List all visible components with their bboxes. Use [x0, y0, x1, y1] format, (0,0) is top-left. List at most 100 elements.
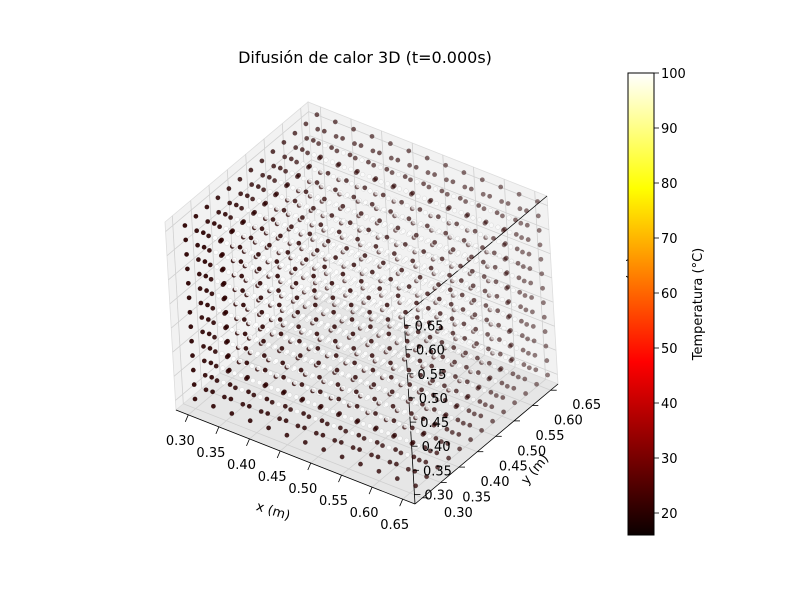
scatter-point	[189, 353, 195, 359]
scatter-point	[450, 330, 456, 336]
scatter-point	[359, 392, 365, 398]
scatter-point	[337, 327, 343, 333]
scatter-point	[296, 324, 302, 330]
scatter-point	[252, 224, 258, 230]
colorbar-tick-label: 70	[661, 232, 678, 247]
scatter-point	[520, 249, 526, 255]
scatter-point	[473, 326, 479, 332]
scatter-point	[465, 310, 471, 316]
scatter-point	[428, 197, 434, 203]
scatter-point	[302, 425, 308, 431]
scatter-point	[392, 349, 398, 355]
scatter-point	[509, 258, 515, 264]
scatter-point	[498, 268, 504, 274]
scatter-point	[465, 295, 471, 301]
scatter-point	[201, 358, 207, 364]
scatter-point	[356, 349, 362, 355]
scatter-point	[333, 133, 339, 139]
scatter-point	[371, 382, 377, 388]
scatter-point	[319, 334, 325, 340]
scatter-point	[307, 163, 313, 169]
scatter-point	[322, 378, 328, 384]
scatter-point	[188, 324, 194, 330]
scatter-point	[240, 302, 246, 308]
scatter-point	[349, 430, 355, 436]
colorbar-tick-label: 80	[661, 177, 678, 192]
scatter-point	[282, 154, 288, 160]
x-axis-line	[175, 409, 416, 505]
scatter-point	[365, 394, 371, 400]
scatter-point	[322, 278, 328, 284]
scatter-point	[464, 379, 470, 385]
scatter-point	[425, 291, 431, 297]
scatter-point	[371, 230, 377, 236]
scatter-point	[348, 234, 354, 240]
scatter-point	[341, 286, 347, 292]
scatter-point	[384, 416, 390, 422]
scatter-point	[221, 280, 227, 286]
scatter-point	[498, 282, 504, 288]
scatter-point	[453, 388, 459, 394]
scatter-point	[194, 228, 200, 234]
scatter-point	[317, 374, 323, 380]
scatter-point	[407, 298, 413, 304]
scatter-point	[490, 418, 496, 424]
scatter-point	[377, 286, 383, 292]
scatter-point	[374, 341, 380, 347]
scatter-point	[324, 307, 330, 313]
scatter-point	[364, 282, 370, 288]
scatter-point	[497, 351, 503, 357]
scatter-point	[336, 161, 342, 167]
colorbar: 20 30 40 50 60 70 80 90 100 Temperatura (°C)	[627, 67, 706, 536]
scatter-point	[433, 254, 439, 260]
scatter-point	[210, 403, 216, 409]
scatter-point	[445, 357, 451, 363]
scatter-point	[292, 198, 298, 204]
scatter-point	[422, 361, 428, 367]
scatter-point	[262, 269, 268, 275]
scatter-point	[411, 370, 417, 376]
scatter-point	[242, 247, 248, 253]
scatter-point	[277, 165, 283, 171]
scatter-point	[447, 219, 453, 225]
grid-line	[171, 215, 184, 404]
scatter-point	[399, 214, 405, 220]
scatter-point	[236, 329, 242, 335]
scatter-point	[436, 228, 442, 234]
scatter-point	[296, 240, 302, 246]
scatter-point	[327, 351, 333, 357]
scatter-point	[403, 309, 409, 315]
scatter-point	[436, 395, 442, 401]
scatter-point	[243, 345, 249, 351]
scatter-point	[372, 396, 378, 402]
scatter-point	[405, 353, 411, 359]
scatter-point	[262, 367, 268, 373]
scatter-point	[219, 251, 225, 257]
scatter-point	[419, 401, 425, 407]
scatter-point	[414, 300, 420, 306]
scatter-point	[389, 237, 395, 243]
scatter-point	[404, 452, 410, 458]
scatter-point	[260, 240, 266, 246]
grid-line	[318, 280, 558, 375]
scatter-point	[364, 214, 370, 220]
scatter-point	[356, 197, 362, 203]
scatter-point	[315, 345, 321, 351]
scatter-point	[422, 278, 428, 284]
scatter-point	[359, 225, 365, 231]
scatter-point	[248, 235, 254, 241]
scatter-point	[466, 226, 472, 232]
scatter-point	[477, 315, 483, 321]
scatter-point	[491, 250, 497, 256]
scatter-point	[458, 377, 464, 383]
scatter-point	[516, 275, 522, 281]
scatter-point	[245, 291, 251, 297]
scatter-point	[230, 242, 236, 248]
scatter-point	[306, 414, 312, 420]
scatter-point	[335, 298, 341, 304]
scatter-point	[419, 303, 425, 309]
scatter-point	[388, 374, 394, 380]
scatter-point	[449, 429, 455, 435]
scatter-point	[378, 414, 384, 420]
scatter-point	[266, 242, 272, 248]
